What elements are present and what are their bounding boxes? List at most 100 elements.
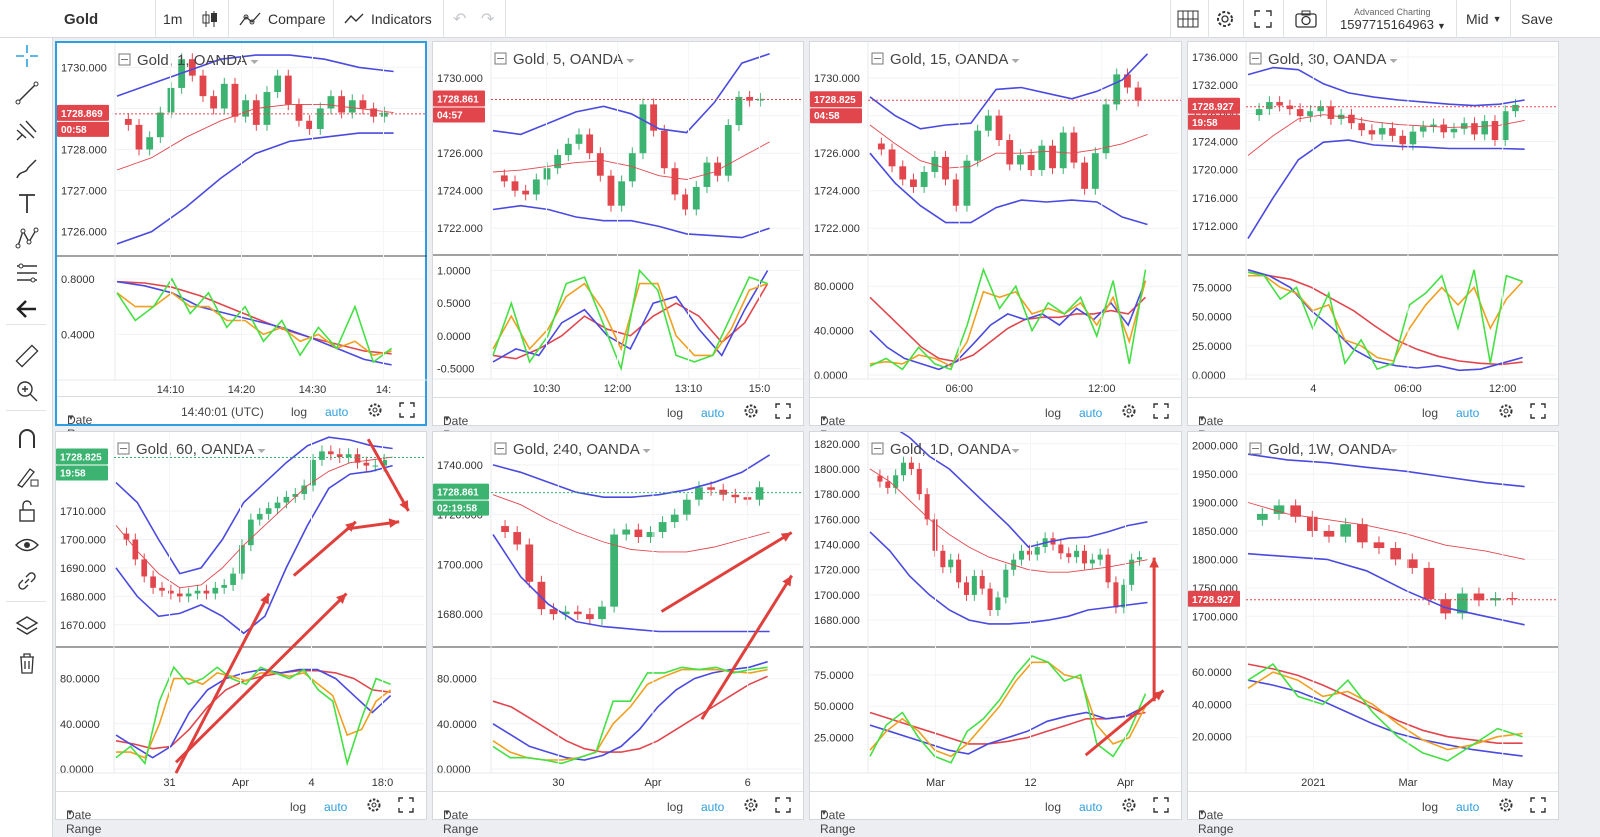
chart-canvas[interactable]: 1730.0001728.0001726.0001724.0001722.000…: [433, 42, 803, 397]
log-toggle[interactable]: log: [1422, 406, 1439, 420]
layers-icon[interactable]: [14, 613, 40, 639]
auto-toggle[interactable]: auto: [1456, 406, 1480, 420]
annotation-arrow[interactable]: [174, 592, 271, 774]
panel-title[interactable]: Gold, 60, OANDA: [117, 441, 266, 458]
annotation-arrow[interactable]: [346, 518, 400, 531]
chart-panel[interactable]: 1730.0001729.0001728.0001727.0001726.000…: [55, 41, 427, 441]
log-toggle[interactable]: log: [1045, 800, 1062, 814]
fullscreen-icon[interactable]: [399, 402, 415, 421]
log-toggle[interactable]: log: [1422, 800, 1439, 814]
settings-button[interactable]: [1215, 0, 1235, 38]
chart-canvas[interactable]: 1740.0001720.0001700.0001680.0001728.861…: [433, 432, 803, 791]
gear-icon[interactable]: [367, 402, 383, 421]
panel-title[interactable]: Gold, 1W, OANDA: [1249, 441, 1398, 458]
panel-title[interactable]: Gold, 1D, OANDA: [871, 441, 1020, 458]
unlock-icon[interactable]: [14, 498, 40, 524]
log-toggle[interactable]: log: [1045, 406, 1062, 420]
candle: [511, 175, 519, 197]
fullscreen-icon[interactable]: [1153, 797, 1169, 816]
fullscreen-icon[interactable]: [775, 403, 791, 422]
auto-toggle[interactable]: auto: [324, 800, 348, 814]
chart-panel[interactable]: 1730.0001728.0001726.0001724.0001722.000…: [432, 41, 804, 442]
indicators-button[interactable]: Indicators: [343, 0, 432, 38]
log-toggle[interactable]: log: [667, 406, 684, 420]
panel-title[interactable]: Gold, 1, OANDA: [118, 52, 259, 69]
trendline-icon[interactable]: [14, 80, 40, 106]
fullscreen-icon[interactable]: [398, 797, 414, 816]
brush-icon[interactable]: [14, 156, 40, 182]
pitchfork-icon[interactable]: [14, 118, 40, 144]
eye-icon[interactable]: [14, 532, 40, 558]
auto-toggle[interactable]: auto: [1079, 406, 1103, 420]
lock-drawing-icon[interactable]: [14, 463, 40, 489]
chart-canvas[interactable]: 2000.000 1950.000 1900.000 1850.000 1800.000…: [1188, 432, 1558, 791]
trash-icon[interactable]: [14, 650, 40, 676]
gear-icon[interactable]: [1121, 403, 1137, 422]
layout-save-menu[interactable]: Advanced Charting 1597715164963 ▼: [1340, 0, 1446, 38]
candle: [1017, 149, 1024, 171]
redo-button[interactable]: ↷: [481, 0, 494, 38]
fullscreen-icon[interactable]: [1153, 403, 1169, 422]
chart-panel[interactable]: 2000.000 1950.000 1900.000 1850.000 1800.000…: [1187, 431, 1559, 836]
annotation-arrow[interactable]: [292, 520, 357, 577]
log-toggle[interactable]: log: [667, 800, 684, 814]
price-mode-dropdown[interactable]: Mid ▼: [1466, 0, 1501, 38]
symbol-search[interactable]: Gold: [40, 0, 98, 38]
chart-panel[interactable]: 1730.0001728.0001726.0001724.0001722.000…: [809, 41, 1182, 442]
auto-toggle[interactable]: auto: [701, 406, 725, 420]
gear-icon[interactable]: [1498, 797, 1514, 816]
chart-canvas[interactable]: 1710.000 1700.000 1690.000 1680.000 1670.000…: [56, 432, 426, 791]
chart-panel[interactable]: 1740.000 1720.000 1700.000 1680.000 1728.861…: [432, 431, 804, 836]
snapshot-button[interactable]: [1295, 0, 1317, 38]
fib-icon[interactable]: [14, 260, 40, 286]
link-icon[interactable]: [14, 568, 40, 594]
chart-canvas[interactable]: 1730.0001729.0001728.0001727.0001726.000…: [57, 43, 427, 398]
save-button[interactable]: Save: [1521, 0, 1553, 38]
auto-toggle[interactable]: auto: [701, 800, 725, 814]
annotation-arrow[interactable]: [1149, 557, 1159, 702]
log-toggle[interactable]: log: [291, 405, 308, 419]
chart-panel[interactable]: 1710.000 1700.000 1690.000 1680.000 1670.000…: [55, 431, 427, 836]
text-icon[interactable]: [14, 190, 40, 216]
ruler-icon[interactable]: [14, 343, 40, 369]
annotation-arrow[interactable]: [174, 592, 348, 764]
annotation-arrow[interactable]: [700, 574, 793, 720]
layout-button[interactable]: [1177, 0, 1199, 38]
chart-type-button[interactable]: [201, 0, 219, 38]
zoom-icon[interactable]: [14, 378, 40, 404]
auto-toggle[interactable]: auto: [1456, 800, 1480, 814]
pattern-icon[interactable]: [14, 226, 40, 252]
interval-button[interactable]: 1m: [163, 0, 182, 38]
annotation-arrow[interactable]: [366, 438, 410, 512]
gear-icon[interactable]: [1121, 797, 1137, 816]
gear-icon[interactable]: [1498, 403, 1514, 422]
crosshair-icon[interactable]: [14, 43, 40, 69]
chart-canvas[interactable]: 1736.0001732.0001728.0001724.0001720.000…: [1188, 42, 1558, 397]
chart-panel[interactable]: 1820.000 1800.000 1780.000 1760.000 1740.000…: [809, 431, 1182, 836]
fullscreen-icon[interactable]: [1530, 403, 1546, 422]
panel-title[interactable]: Gold, 240, OANDA: [494, 441, 651, 458]
fullscreen-button[interactable]: [1254, 0, 1272, 38]
gear-icon[interactable]: [743, 797, 759, 816]
auto-toggle[interactable]: auto: [1079, 800, 1103, 814]
chevron-down-icon: ▼: [66, 808, 74, 817]
magnet-icon[interactable]: [14, 426, 40, 452]
fullscreen-icon[interactable]: [775, 797, 791, 816]
fullscreen-icon[interactable]: [1530, 797, 1546, 816]
gear-icon[interactable]: [366, 797, 382, 816]
panel-title[interactable]: Gold, 15, OANDA: [871, 51, 1020, 68]
annotation-arrow[interactable]: [1084, 689, 1165, 757]
gear-icon[interactable]: [743, 403, 759, 422]
back-arrow-icon[interactable]: [14, 296, 40, 322]
panel-title[interactable]: Gold, 5, OANDA: [494, 51, 635, 68]
auto-toggle[interactable]: auto: [325, 405, 349, 419]
candle: [1423, 561, 1435, 606]
annotation-arrow[interactable]: [660, 531, 793, 613]
log-toggle[interactable]: log: [290, 800, 307, 814]
panel-title[interactable]: Gold, 30, OANDA: [1249, 51, 1398, 68]
chart-canvas[interactable]: 1820.000 1800.000 1780.000 1760.000 1740.000…: [810, 432, 1181, 791]
compare-button[interactable]: Compare: [238, 0, 326, 38]
undo-button[interactable]: ↶: [453, 0, 466, 38]
chart-canvas[interactable]: 1730.0001728.0001726.0001724.0001722.000…: [810, 42, 1181, 397]
chart-panel[interactable]: 1736.000 1732.000 1728.000 1724.000 1720.000…: [1187, 41, 1559, 442]
